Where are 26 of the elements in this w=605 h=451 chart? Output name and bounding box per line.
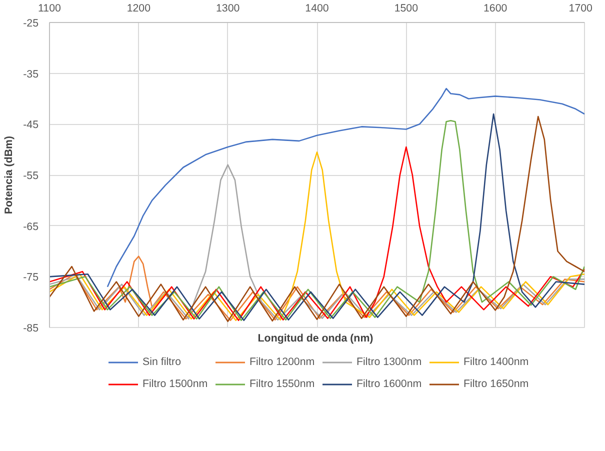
x-tick-label: 1500 (394, 2, 418, 14)
y-axis-title: Potencia (dBm) (3, 135, 16, 214)
x-tick-label: 1600 (483, 2, 508, 14)
legend-label: Filtro 1550nm (250, 378, 316, 390)
legend-label: Filtro 1650nm (464, 378, 530, 390)
legend-label: Filtro 1400nm (464, 356, 530, 368)
legend-label: Filtro 1500nm (142, 378, 209, 390)
y-tick-label: -85 (23, 322, 39, 334)
y-tick-label: -75 (23, 272, 39, 284)
y-tick-label: -65 (23, 220, 39, 233)
x-axis-title: Longitud de onda (nm) (258, 332, 374, 344)
x-tick-label: 1200 (126, 2, 151, 14)
legend-label: Sin filtro (142, 356, 182, 368)
y-tick-label: -35 (23, 68, 39, 80)
x-tick-label: 1100 (38, 2, 62, 14)
legend-label: Filtro 1300nm (356, 356, 423, 368)
legend-label: Filtro 1200nm (250, 356, 316, 368)
x-tick-label: 1300 (216, 2, 240, 14)
y-tick-label: -45 (23, 119, 39, 132)
y-tick-label: -55 (23, 170, 39, 182)
y-tick-label: -25 (23, 18, 39, 30)
x-tick-label: 1700 (568, 2, 593, 14)
x-tick-label: 1400 (305, 2, 329, 14)
legend-label: Filtro 1600nm (356, 378, 423, 390)
line-series (50, 256, 584, 322)
line-series (106, 88, 584, 288)
